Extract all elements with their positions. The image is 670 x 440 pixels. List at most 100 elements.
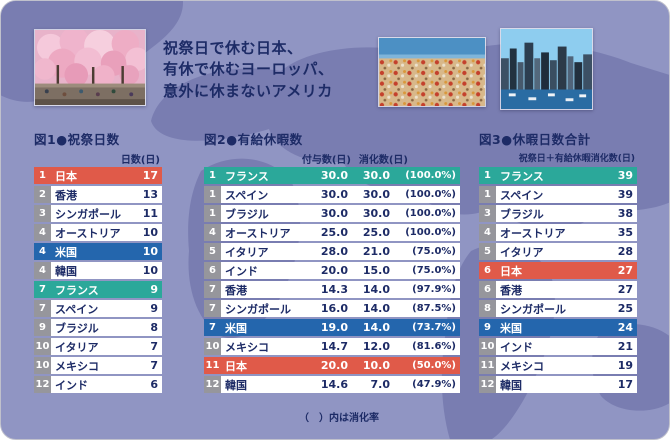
value-cell: 10.0: [352, 357, 394, 374]
country-cell: メキシコ: [221, 338, 306, 355]
table-rows: 1 日本 17 2 香港 13 3 シンガポール 11 4 オーストリア 10 4 米国 10 4 韓国 10 7 フ…: [34, 167, 162, 393]
country-cell: 米国: [221, 319, 306, 336]
value-cell: 28.0: [306, 243, 352, 260]
rank-cell: 1: [479, 167, 496, 184]
country-cell: メキシコ: [496, 357, 603, 374]
table-row: 6 日本 27: [479, 262, 637, 279]
rank-cell: 7: [204, 281, 221, 298]
country-cell: 香港: [51, 186, 128, 203]
table-row: 12 韓国 17: [479, 376, 637, 393]
rank-cell: 7: [204, 300, 221, 317]
rank-cell: 4: [479, 224, 496, 241]
country-cell: フランス: [221, 167, 306, 184]
table-row: 11 メキシコ 19: [479, 357, 637, 374]
value-cell: 25: [603, 300, 637, 317]
rank-cell: 1: [204, 186, 221, 203]
country-cell: イタリア: [496, 243, 603, 260]
value-cell: 6: [128, 376, 162, 393]
rank-cell: 10: [479, 338, 496, 355]
column-header-granted: 付与数(日): [301, 155, 351, 166]
city-skyline-photo: [500, 28, 593, 110]
headline: 祝祭日で休む日本、 有休で休むヨーロッパ、 意外に休まないアメリカ: [163, 38, 334, 102]
value-cell: 14.0: [352, 319, 394, 336]
percent-cell: (81.6%): [394, 338, 460, 355]
column-headers: 日数(日): [34, 151, 162, 166]
value-cell: 19.0: [306, 319, 352, 336]
table-row: 1 スペイン 30.0 30.0 (100.0%): [204, 186, 460, 203]
country-cell: 米国: [51, 243, 128, 260]
rank-cell: 1: [204, 167, 221, 184]
table-paid-leave: 図2●有給休暇数 付与数(日) 消化数(日) 1 フランス 30.0 30.0 (100…: [204, 129, 460, 395]
percent-cell: (47.9%): [394, 376, 460, 393]
rank-cell: 10: [34, 357, 51, 374]
percent-cell: (73.7%): [394, 319, 460, 336]
country-cell: シンガポール: [221, 300, 306, 317]
country-cell: 日本: [496, 262, 603, 279]
table-row: 6 インド 20.0 15.0 (75.0%): [204, 262, 460, 279]
table-row: 7 香港 14.3 14.0 (97.9%): [204, 281, 460, 298]
country-cell: 米国: [496, 319, 603, 336]
rank-cell: 4: [34, 262, 51, 279]
table-title: 図2●有給休暇数: [204, 132, 303, 147]
value-cell: 13: [128, 186, 162, 203]
value-cell: 16.0: [306, 300, 352, 317]
table-rows: 1 フランス 30.0 30.0 (100.0%) 1 スペイン 30.0 30.0 (100.0…: [204, 167, 460, 393]
country-cell: 韓国: [496, 376, 603, 393]
value-cell: 14.0: [352, 281, 394, 298]
country-cell: スペイン: [51, 300, 128, 317]
beach-crowd-photo: [378, 37, 486, 107]
rank-cell: 12: [34, 376, 51, 393]
value-cell: 20.0: [306, 262, 352, 279]
value-cell: 10: [128, 224, 162, 241]
value-cell: 17: [603, 376, 637, 393]
percent-cell: (87.5%): [394, 300, 460, 317]
cherry-blossom-image: [35, 30, 145, 105]
value-cell: 14.6: [306, 376, 352, 393]
table-row: 9 ブラジル 8: [34, 319, 162, 336]
rank-cell: 1: [479, 186, 496, 203]
rank-cell: 7: [34, 300, 51, 317]
rank-cell: 2: [34, 186, 51, 203]
value-cell: 35: [603, 224, 637, 241]
column-headers: 付与数(日) 消化数(日): [204, 151, 460, 166]
rank-cell: 5: [204, 243, 221, 260]
value-cell: 10: [128, 243, 162, 260]
table-row: 10 イタリア 7: [34, 338, 162, 355]
country-cell: ブラジル: [496, 205, 603, 222]
rank-cell: 6: [204, 262, 221, 279]
rank-cell: 4: [34, 243, 51, 260]
value-cell: 15.0: [352, 262, 394, 279]
value-cell: 19: [603, 357, 637, 374]
cherry-blossom-photo: [34, 29, 146, 106]
country-cell: スペイン: [496, 186, 603, 203]
headline-line-3: 意外に休まないアメリカ: [163, 81, 333, 100]
rank-cell: 9: [479, 319, 496, 336]
headline-line-2: 有休で休むヨーロッパ、: [163, 60, 334, 79]
value-cell: 14.0: [352, 300, 394, 317]
country-cell: メキシコ: [51, 357, 128, 374]
footnote: （ ）内は消化率: [299, 413, 379, 424]
country-cell: ブラジル: [51, 319, 128, 336]
value-cell: 25.0: [306, 224, 352, 241]
value-cell: 30.0: [352, 205, 394, 222]
value-cell: 7: [128, 357, 162, 374]
percent-cell: (100.0%): [394, 186, 460, 203]
rank-cell: 7: [204, 319, 221, 336]
value-cell: 30.0: [352, 167, 394, 184]
rank-cell: 3: [34, 205, 51, 222]
table-row: 9 米国 24: [479, 319, 637, 336]
value-cell: 38: [603, 205, 637, 222]
value-cell: 20.0: [306, 357, 352, 374]
value-cell: 17: [128, 167, 162, 184]
table-row: 1 スペイン 39: [479, 186, 637, 203]
city-skyline-image: [501, 29, 592, 109]
column-header-days: 日数(日): [120, 155, 160, 166]
value-cell: 27: [603, 262, 637, 279]
country-cell: インド: [496, 338, 603, 355]
percent-cell: (97.9%): [394, 281, 460, 298]
table-row: 10 メキシコ 14.7 12.0 (81.6%): [204, 338, 460, 355]
country-cell: フランス: [51, 281, 128, 298]
rank-cell: 10: [34, 338, 51, 355]
table-row: 6 香港 27: [479, 281, 637, 298]
value-cell: 28: [603, 243, 637, 260]
